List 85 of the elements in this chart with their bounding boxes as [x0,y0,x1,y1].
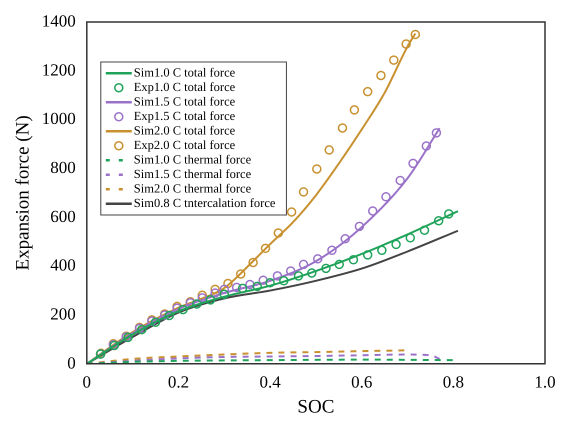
y-tick-label: 1200 [42,60,76,80]
legend-label: Sim1.5 C thermal force [134,167,252,182]
point [298,260,308,270]
point [307,268,317,278]
point [248,258,258,268]
point [391,240,401,250]
point [206,295,216,305]
legend-label: Exp2.0 C total force [134,138,236,152]
legend-label: Sim1.0 C thermal force [134,152,252,167]
point [260,244,270,254]
point [312,164,322,174]
point [434,216,444,226]
point [410,30,420,40]
point [432,128,442,138]
point [422,141,432,151]
point [178,304,188,314]
point [294,271,304,281]
point [420,226,430,236]
x-axis-title: SOC [297,396,334,418]
y-tick-label: 600 [50,206,76,226]
y-tick-label: 1400 [42,11,76,30]
point [245,280,255,290]
point [274,228,284,238]
point [150,318,160,328]
point [334,260,344,270]
point [210,284,220,294]
point [272,271,282,281]
legend-label: Exp1.0 C total force [134,80,236,94]
point [327,246,337,256]
x-tick-label: 0 [82,372,92,392]
point [312,254,322,264]
y-tick-label: 200 [50,304,76,324]
point [381,192,391,202]
y-tick-label: 800 [50,158,76,177]
point [338,123,348,133]
point [321,264,331,274]
y-tick-label: 0 [67,353,76,372]
point [236,269,246,279]
point [220,289,230,299]
point [286,266,296,276]
point [279,276,289,286]
point [258,276,268,286]
point [362,250,372,260]
point [340,234,350,244]
point [324,145,334,155]
point [238,284,248,294]
point [406,233,416,243]
point [401,39,411,49]
legend-label: Sim0.8 C tntercalation force [134,196,276,210]
point [350,105,360,115]
point [444,209,454,219]
x-tick-label: 0.8 [442,372,464,392]
legend-label: Exp1.5 C total force [134,109,236,124]
point [210,288,220,298]
point [220,284,230,294]
point [198,293,208,303]
y-tick-label: 400 [50,256,76,275]
point [223,278,233,288]
legend-label: Sim2.0 C total force [134,124,236,138]
point [376,70,386,80]
point [368,206,378,216]
x-tick-label: 0.6 [351,372,372,392]
point [298,187,308,197]
point [395,176,405,186]
point [164,310,174,320]
legend-label: Sim1.5 C total force [134,94,236,109]
point [137,324,147,334]
point [362,86,372,96]
point [354,222,364,232]
legend-label: Sim1.0 C total force [134,66,236,80]
point [408,158,418,168]
point [265,278,275,288]
point [192,299,202,309]
point [348,255,358,265]
x-tick-label: 1.0 [534,372,556,392]
point [232,282,242,292]
y-axis-title: Expansion force (N) [12,115,34,270]
point [389,55,399,65]
x-tick-label: 0.2 [168,372,190,392]
x-tick-label: 0.4 [259,372,282,392]
legend-label: Sim2.0 C thermal force [134,182,252,196]
y-tick-label: 1000 [42,109,76,128]
point [286,207,296,217]
point [252,282,262,292]
point [377,246,387,256]
